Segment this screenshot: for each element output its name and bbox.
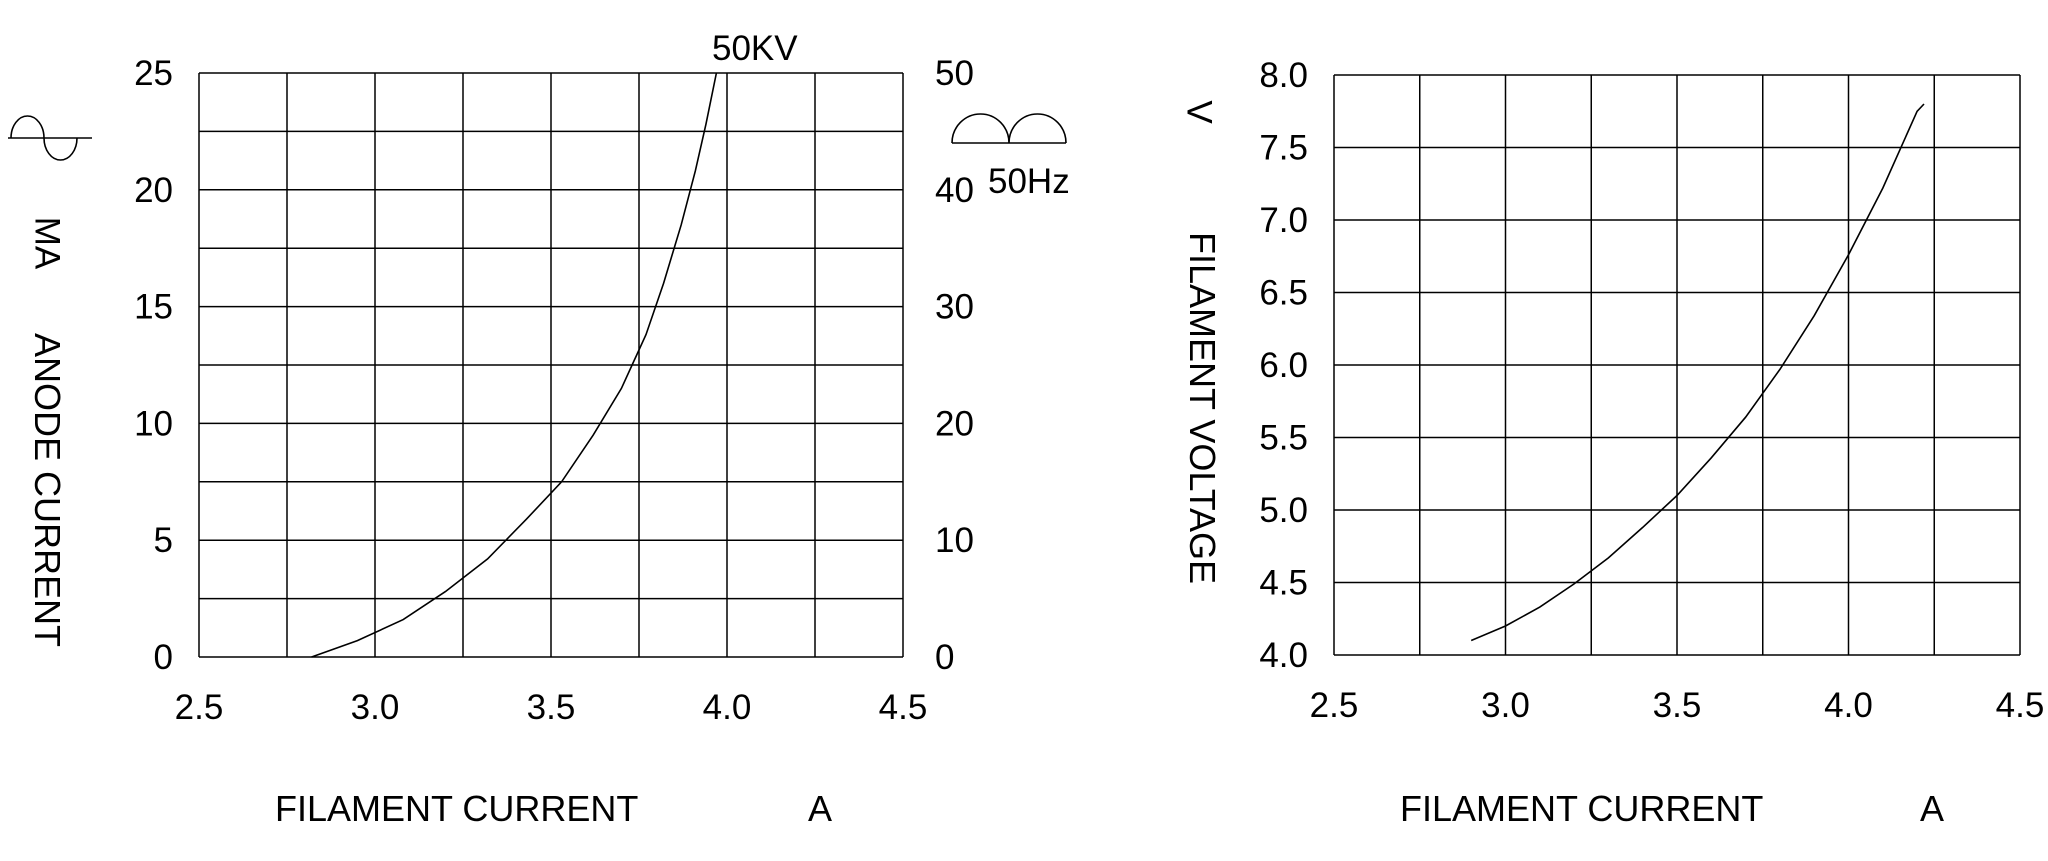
y-tick-label: 15: [134, 288, 173, 327]
y-tick-label: 5.0: [1259, 491, 1308, 530]
y-tick-label: 10: [134, 404, 173, 443]
right-chart-x-axis-unit: A: [1920, 788, 1945, 829]
right-y-tick-label: 0: [935, 638, 954, 677]
curve-filament-voltage: [1470, 103, 1925, 642]
y-tick-label: 20: [134, 171, 173, 210]
x-tick-label: 3.0: [1481, 686, 1530, 725]
x-tick-label: 2.5: [175, 688, 224, 727]
x-tick-label: 3.5: [1653, 686, 1702, 725]
y-tick-label: 6.0: [1259, 346, 1308, 385]
y-tick-label: 8.0: [1259, 56, 1308, 95]
left-y-axis-title: ANODE CURRENT: [27, 332, 68, 648]
right-y-tick-label: 20: [935, 404, 974, 443]
y-tick-label: 7.5: [1259, 129, 1308, 168]
full-wave-rectified-icon: [951, 113, 1067, 144]
left-chart-x-axis-unit: A: [808, 788, 833, 829]
x-tick-label: 4.0: [1824, 686, 1873, 725]
right-y-tick-label: 30: [935, 288, 974, 327]
y-tick-label: 6.5: [1259, 274, 1308, 313]
left-chart-x-axis-title: FILAMENT CURRENT: [275, 788, 639, 829]
right-y-tick-label: 10: [935, 521, 974, 560]
left-y-axis-unit-label: MA: [27, 216, 67, 270]
right-chart-y-axis-unit-label: V: [1179, 100, 1219, 124]
y-tick-label: 7.0: [1259, 201, 1308, 240]
curve-50KV: [311, 72, 718, 658]
y-tick-label: 4.0: [1259, 636, 1308, 675]
y-tick-label: 0: [154, 638, 173, 677]
y-tick-label: 4.5: [1259, 564, 1308, 603]
curve-voltage-annotation: 50KV: [712, 29, 798, 68]
frequency-annotation: 50Hz: [988, 162, 1070, 201]
y-tick-label: 5.5: [1259, 419, 1308, 458]
right-chart-x-axis-title: FILAMENT CURRENT: [1400, 788, 1764, 829]
right-chart-y-axis-title: FILAMENT VOLTAGE: [1182, 231, 1223, 585]
x-tick-label: 4.5: [879, 688, 928, 727]
y-tick-label: 25: [134, 54, 173, 93]
x-tick-label: 4.0: [703, 688, 752, 727]
right-y-tick-label: 50: [935, 54, 974, 93]
right-y-tick-label: 40: [935, 171, 974, 210]
x-tick-label: 2.5: [1310, 686, 1359, 725]
x-tick-label: 3.0: [351, 688, 400, 727]
x-tick-label: 3.5: [527, 688, 576, 727]
x-tick-label: 4.5: [1996, 686, 2045, 725]
y-tick-label: 5: [154, 521, 173, 560]
sine-wave-icon: [8, 115, 92, 161]
